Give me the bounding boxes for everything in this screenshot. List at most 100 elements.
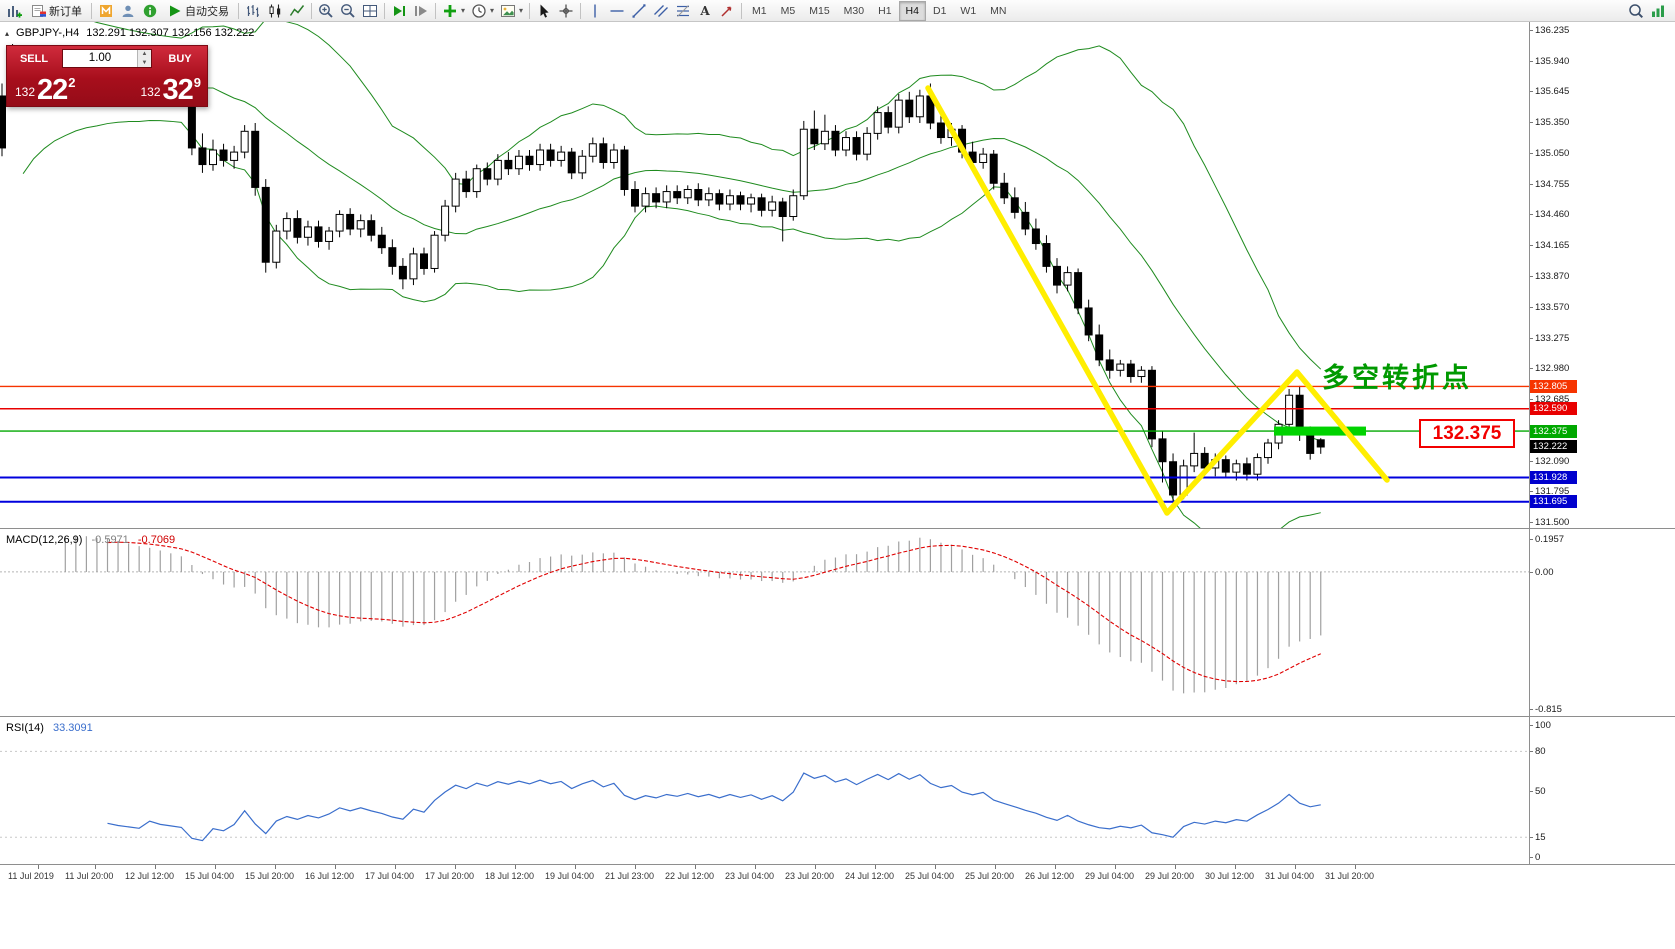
time-label: 15 Jul 20:00	[245, 871, 295, 881]
time-label: 19 Jul 04:00	[545, 871, 595, 881]
templates-button[interactable]: ▾	[497, 1, 526, 21]
candle-bearish	[852, 137, 861, 155]
volume-input[interactable]: 1.00 ▲ ▼	[62, 49, 152, 68]
chart-line-button[interactable]	[286, 1, 308, 21]
chart-line-icon	[289, 4, 305, 16]
candle-bullish	[272, 230, 281, 263]
bollinger-lower-band	[22, 120, 1321, 528]
timeframe-m15[interactable]: M15	[809, 4, 830, 17]
fibonacci-button[interactable]	[672, 1, 694, 21]
candle-bearish	[736, 195, 745, 205]
buy-button[interactable]: BUY	[168, 52, 192, 65]
time-tick	[635, 865, 636, 869]
auto-trading-button[interactable]: 自动交易	[161, 1, 235, 21]
horizontal-line-button[interactable]	[606, 1, 628, 21]
price-scale[interactable]: 136.235 135.940 135.645 135.350 135.050 134.7…	[1529, 22, 1675, 528]
vertical-line-button[interactable]	[584, 1, 606, 21]
candle-bullish	[578, 155, 587, 174]
price-tick-label: 132.090	[1535, 455, 1570, 467]
zoom-out-button[interactable]	[337, 1, 359, 21]
timeframe-w1[interactable]: W1	[960, 4, 977, 17]
volume-down-icon[interactable]: ▼	[141, 59, 148, 66]
collapse-icon[interactable]: ▴	[5, 28, 10, 38]
trendline-button[interactable]	[628, 1, 650, 21]
timeframe-d1[interactable]: D1	[932, 4, 947, 17]
text-tool-button[interactable]: A	[694, 1, 716, 21]
rsi-tick-mark	[1529, 751, 1533, 753]
time-label: 11 Jul 20:00	[65, 871, 114, 881]
rsi-tick-mark	[1529, 725, 1533, 726]
zoom-in-button[interactable]	[315, 1, 337, 21]
scale-border	[1529, 22, 1530, 865]
panel-separator[interactable]	[0, 528, 1675, 529]
arrows-button[interactable]	[716, 1, 738, 21]
time-axis[interactable]: 11 Jul 2019 11 Jul 20:00 12 Jul 12:00 15 Ju…	[0, 865, 1675, 895]
timeframe-group: M1 M5 M15 M30 H1 H4 D1 W1 MN	[745, 0, 1013, 21]
buy-price[interactable]: 132 32 9	[105, 69, 207, 106]
indicators-button[interactable]: ▾	[439, 1, 468, 21]
timeframe-mn[interactable]: MN	[990, 4, 1007, 17]
tile-windows-button[interactable]	[359, 1, 381, 21]
user-profile-button[interactable]	[117, 1, 139, 21]
chart-annotation-text[interactable]: 多空转折点	[1322, 363, 1472, 394]
periods-icon	[472, 3, 486, 18]
time-tick	[1055, 865, 1056, 869]
timeframe-h1[interactable]: H1	[878, 4, 892, 17]
auto-scroll-button[interactable]	[388, 1, 410, 21]
grid-icon	[363, 4, 377, 17]
price-tick-mark	[1529, 522, 1533, 523]
candle-bearish	[1031, 228, 1040, 245]
chart-shift-button[interactable]	[410, 1, 432, 21]
price-tick-mark	[1529, 491, 1533, 493]
panel-separator[interactable]	[0, 716, 1675, 717]
macd-tick-label: 0.1957	[1535, 534, 1565, 545]
macd-name: MACD(12,26,9)	[6, 534, 83, 546]
price-tick-mark	[1529, 275, 1533, 277]
time-label: 23 Jul 04:00	[725, 871, 775, 881]
dropdown-icon[interactable]: ▾	[519, 6, 524, 15]
candle-bullish	[641, 193, 650, 207]
candle-bearish	[1010, 197, 1019, 213]
sell-price-sup: 2	[68, 75, 76, 90]
search-icon	[1629, 3, 1644, 18]
trend-zigzag-line[interactable]	[925, 85, 1390, 516]
cursor-icon	[540, 4, 549, 18]
time-label: 11 Jul 2019	[8, 871, 54, 881]
new-order-button[interactable]: 新订单	[25, 1, 88, 21]
main-chart: ▴ GBPJPY-,H4 132.291 132.307 132.156 132…	[0, 22, 1529, 528]
highlight-zone-bar[interactable]	[1274, 426, 1366, 436]
candle-bullish	[799, 128, 808, 197]
price-label-box[interactable]: 132.375	[1419, 419, 1515, 448]
candle-bullish	[1190, 452, 1199, 467]
macd-signal-line	[107, 541, 1321, 683]
chart-bars-button[interactable]	[242, 1, 264, 21]
time-tick	[38, 865, 39, 869]
data-window-button[interactable]	[1647, 1, 1669, 21]
time-tick	[335, 865, 336, 869]
dropdown-icon[interactable]: ▾	[461, 6, 466, 15]
cursor-button[interactable]	[533, 1, 555, 21]
price-tick-label: 136.235	[1535, 25, 1570, 36]
periods-button[interactable]: ▾	[468, 1, 497, 21]
candle-bearish	[462, 178, 471, 193]
news-button[interactable]	[139, 1, 161, 21]
crosshair-button[interactable]	[555, 1, 577, 21]
timeframe-m5[interactable]: M5	[780, 4, 796, 17]
macd-tick-label: -0.815	[1535, 704, 1562, 715]
timeframe-h4[interactable]: H4	[898, 0, 926, 21]
candle-bullish	[282, 218, 291, 232]
chart-candles-button[interactable]	[264, 1, 286, 21]
symbol-search-button[interactable]	[1625, 1, 1647, 21]
dropdown-icon[interactable]: ▾	[490, 6, 495, 15]
volume-up-icon[interactable]: ▲	[141, 51, 148, 58]
candle-bearish	[1126, 363, 1135, 378]
timeframe-m1[interactable]: M1	[752, 4, 767, 17]
timeframe-m30[interactable]: M30	[843, 4, 865, 17]
time-label: 21 Jul 23:00	[605, 871, 655, 881]
new-chart-button[interactable]	[3, 1, 25, 21]
mql-community-button[interactable]	[95, 1, 117, 21]
sell-price[interactable]: 132 22 2	[7, 69, 105, 106]
sell-button[interactable]: SELL	[19, 52, 49, 65]
channel-button[interactable]	[650, 1, 672, 21]
candle-bearish	[884, 112, 893, 128]
